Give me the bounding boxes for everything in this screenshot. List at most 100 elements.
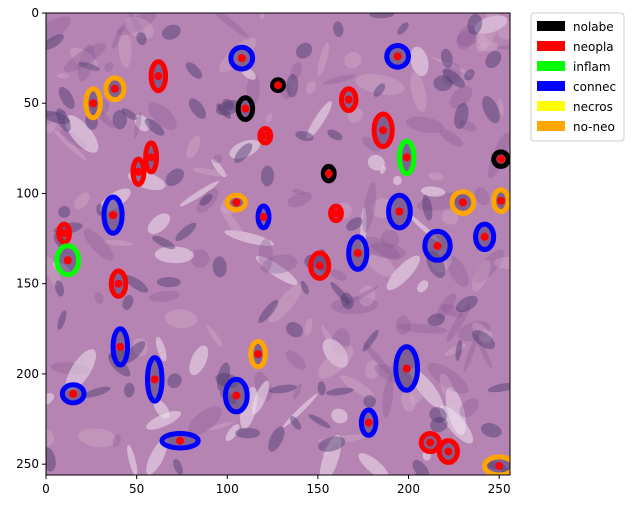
- background-nucleus: [397, 22, 409, 35]
- tissue-texture: [83, 228, 114, 261]
- tissue-texture: [129, 13, 148, 41]
- nucleus-contour-connec: [59, 382, 87, 406]
- background-nucleus: [300, 280, 309, 295]
- tissue-texture: [317, 434, 366, 444]
- tissue-texture: [186, 135, 201, 159]
- y-tick-label: 250: [16, 457, 39, 471]
- tissue-texture: [493, 256, 510, 270]
- background-nucleus: [327, 129, 343, 141]
- tissue-texture: [132, 337, 148, 357]
- nucleus-contour-connec: [255, 203, 272, 231]
- legend-label-neopla: neopla: [573, 40, 614, 54]
- legend-swatch-neopla: [537, 41, 565, 51]
- tissue-texture: [471, 259, 491, 292]
- tissue-texture: [358, 285, 376, 307]
- background-nucleus: [362, 329, 379, 352]
- nucleus-centroid: [480, 232, 489, 241]
- tissue-texture: [363, 341, 394, 378]
- nucleus-centroid: [109, 211, 118, 220]
- tissue-texture: [211, 13, 250, 38]
- tissue-texture: [449, 85, 473, 109]
- tissue-texture: [475, 13, 500, 53]
- tissue-texture: [322, 74, 356, 85]
- tissue-texture: [367, 154, 385, 171]
- tissue-texture: [65, 115, 99, 153]
- nucleus-contour-neopla: [338, 86, 359, 113]
- tissue-texture: [112, 26, 124, 49]
- tissue-texture: [317, 42, 330, 77]
- y-axis: 0 50 100 150 200 250: [16, 6, 46, 471]
- tissue-texture: [472, 322, 491, 343]
- background-nucleus: [78, 62, 100, 71]
- background-nucleus: [286, 73, 299, 98]
- tissue-texture: [367, 242, 406, 259]
- tissue-texture: [442, 63, 461, 86]
- background-nucleus: [161, 24, 181, 40]
- background-nucleus: [318, 436, 346, 452]
- background-nucleus: [286, 321, 303, 338]
- tissue-texture: [293, 383, 302, 400]
- background-nucleus: [121, 108, 138, 121]
- background-nucleus: [330, 281, 350, 305]
- background-nucleus: [212, 256, 227, 278]
- tissue-texture: [358, 453, 389, 475]
- background-nucleus: [260, 165, 275, 187]
- x-tick-label: 150: [306, 482, 329, 496]
- tissue-texture: [440, 304, 463, 318]
- background-nucleus: [167, 373, 182, 389]
- tissue-texture: [395, 315, 411, 335]
- nucleus-centroid: [147, 153, 156, 162]
- tissue-texture: [409, 379, 426, 405]
- nucleus-centroid: [324, 169, 333, 178]
- legend-label-necros: necros: [573, 100, 613, 114]
- x-tick-label: 200: [397, 482, 420, 496]
- tissue-texture: [321, 325, 345, 368]
- tissue-texture: [125, 16, 154, 40]
- background-nucleus: [268, 426, 285, 452]
- background-nucleus: [429, 417, 448, 433]
- tissue-texture: [205, 421, 234, 431]
- tissue-texture: [258, 238, 273, 273]
- nucleus-centroid: [69, 389, 78, 398]
- x-tick-label: 100: [216, 482, 239, 496]
- tissue-texture: [63, 43, 107, 73]
- nucleus-contour-nolabe: [270, 77, 286, 94]
- tissue-texture: [344, 51, 362, 69]
- background-nucleus: [363, 395, 376, 408]
- background-nucleus: [455, 295, 478, 313]
- background-nucleus: [429, 406, 447, 423]
- y-tick-label: 0: [31, 6, 39, 20]
- nucleus-contour-no-neo: [491, 187, 510, 215]
- legend-label-no-neo: no-neo: [573, 120, 615, 134]
- nucleus-contour-neopla: [436, 438, 460, 465]
- background-nucleus: [290, 416, 302, 430]
- background-nucleus: [173, 458, 183, 475]
- nucleus-contour-neopla: [148, 59, 169, 94]
- background-nucleus: [440, 48, 453, 68]
- tissue-texture: [362, 182, 377, 233]
- tissue-texture: [148, 102, 177, 130]
- tissue-texture: [436, 293, 457, 320]
- tissue-texture: [340, 375, 375, 399]
- nucleus-contour-connec: [386, 192, 413, 231]
- tissue-texture: [188, 406, 222, 436]
- background-nucleus: [482, 96, 500, 124]
- background-nucleus: [188, 98, 206, 119]
- tissue-texture: [478, 329, 493, 344]
- tissue-texture: [127, 444, 138, 475]
- tissue-texture: [417, 280, 429, 293]
- legend-swatch-necros: [537, 101, 565, 111]
- tissue-texture: [46, 121, 57, 134]
- tissue-texture: [191, 249, 210, 268]
- nucleus-contour-inflam: [396, 138, 417, 177]
- nucleus-centroid: [353, 249, 362, 258]
- nucleus-contour-neopla: [143, 140, 160, 175]
- nucleus-centroid: [114, 279, 123, 288]
- background-nucleus: [83, 386, 111, 398]
- tissue-texture: [46, 393, 55, 406]
- nucleus-centroid: [344, 95, 353, 104]
- nucleus-contour-neopla: [257, 125, 274, 146]
- nucleus-centroid: [274, 81, 282, 90]
- background-nucleus: [454, 102, 469, 130]
